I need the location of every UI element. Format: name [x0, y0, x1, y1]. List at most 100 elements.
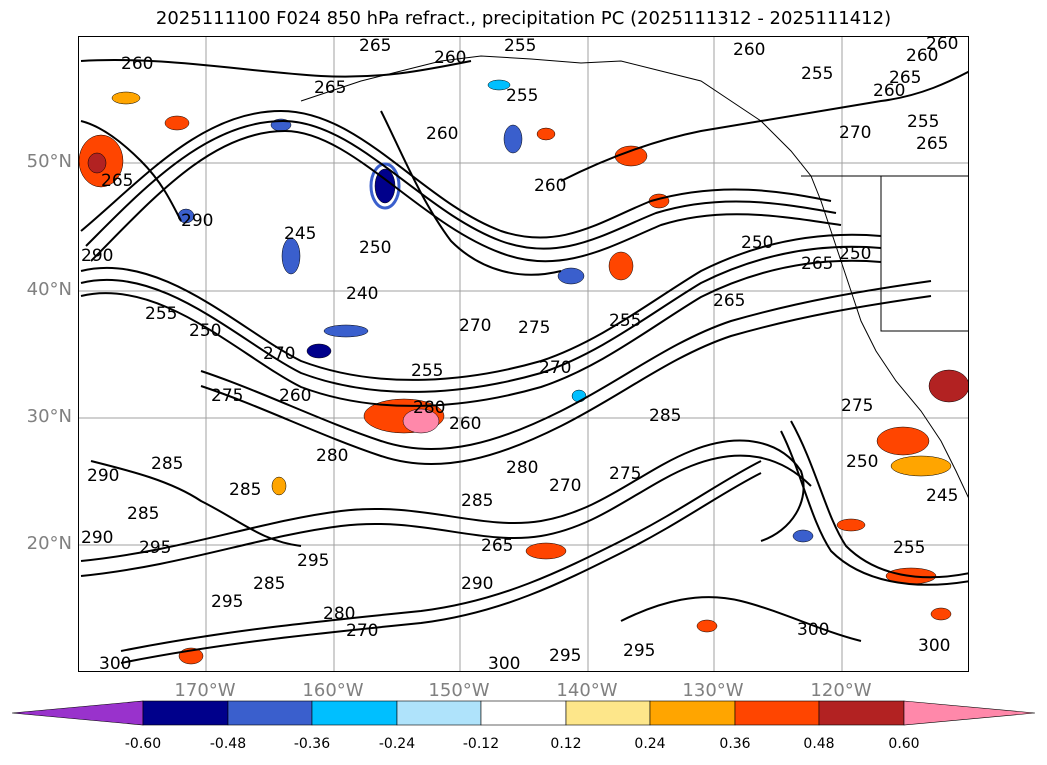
precip-patch — [928, 369, 968, 403]
contour-line — [90, 129, 842, 263]
precip-patch — [608, 251, 634, 281]
contour-label: 250 — [846, 452, 878, 472]
contour-line — [120, 472, 762, 664]
contour-label: 255 — [506, 86, 538, 106]
contour-label: 255 — [411, 361, 443, 381]
precip-patch — [323, 324, 369, 338]
contour-label: 265 — [314, 78, 346, 98]
gridlines — [79, 37, 968, 671]
contour-label: 240 — [346, 284, 378, 304]
precip-patch — [571, 389, 587, 403]
contour-label: 285 — [253, 574, 285, 594]
contour-label: 295 — [139, 538, 171, 558]
contour-label: 265 — [713, 291, 745, 311]
contour-line — [790, 420, 968, 579]
precip-patch — [87, 152, 107, 174]
colorbar-segment — [649, 700, 736, 726]
contour-label: 265 — [916, 134, 948, 154]
colorbar-segment — [311, 700, 398, 726]
contour-label: 255 — [907, 112, 939, 132]
precip-patch — [111, 91, 141, 105]
contour-label: 245 — [284, 224, 316, 244]
contour-label: 285 — [151, 454, 183, 474]
colorbar-segment — [818, 700, 905, 726]
colorbar-tick: 0.36 — [719, 736, 751, 752]
contour-label: 250 — [741, 233, 773, 253]
contour-label: 295 — [549, 646, 581, 666]
colorbar-segment — [396, 700, 482, 726]
map-title: 2025111100 F024 850 hPa refract., precip… — [155, 8, 892, 29]
lon-label-150w: 150°W — [428, 680, 490, 701]
na-west-coast — [820, 200, 968, 498]
precip-patch — [306, 343, 332, 359]
contour-line — [80, 439, 805, 562]
precip-patch — [890, 455, 952, 477]
lat-label-40n: 40°N — [26, 279, 72, 300]
precip-patch — [487, 79, 511, 91]
colorbar-segment — [565, 700, 651, 726]
contour-label: 260 — [279, 386, 311, 406]
precip-patch — [876, 426, 930, 456]
contour-line — [80, 120, 182, 222]
contour-label: 255 — [893, 538, 925, 558]
contour-label: 260 — [733, 40, 765, 60]
contour-label: 270 — [263, 344, 295, 364]
contour-label: 280 — [413, 398, 445, 418]
precip-patch — [930, 607, 952, 621]
contour-label: 250 — [839, 244, 871, 264]
contour-label: 250 — [359, 238, 391, 258]
contour-line — [85, 119, 837, 250]
contour-label: 285 — [649, 406, 681, 426]
precip-patches — [79, 79, 968, 665]
lat-label-30n: 30°N — [26, 406, 72, 427]
contour-label: 290 — [87, 466, 119, 486]
contour-line — [380, 110, 562, 276]
contour-line — [560, 70, 968, 182]
colorbar-segment — [227, 700, 313, 726]
colorbar-extend-max — [903, 700, 1036, 726]
precip-patch — [536, 127, 556, 141]
contour-label: 260 — [121, 54, 153, 74]
contour-label: 295 — [623, 641, 655, 661]
colorbar-tick: 0.12 — [550, 736, 582, 752]
contour-label: 275 — [211, 386, 243, 406]
contour-label: 255 — [145, 304, 177, 324]
lon-label-120w: 120°W — [810, 680, 872, 701]
contour-label: 275 — [518, 318, 550, 338]
contour-label: 265 — [481, 536, 513, 556]
contour-line — [80, 245, 882, 393]
contour-label: 260 — [873, 81, 905, 101]
lat-label-20n: 20°N — [26, 533, 72, 554]
contour-label: 280 — [323, 604, 355, 624]
contour-label: 245 — [926, 486, 958, 506]
contour-label: 275 — [841, 396, 873, 416]
colorbar — [11, 700, 1036, 726]
colorbar-tick: -0.48 — [209, 736, 247, 752]
contour-label: 295 — [211, 592, 243, 612]
contour-label: 300 — [488, 654, 520, 672]
map-canvas: 260 265 255 260 260 260 255 260 265 255 … — [79, 37, 968, 672]
colorbar-extend-min — [11, 700, 144, 726]
contour-label: 260 — [926, 37, 958, 54]
colorbar-segment — [142, 700, 229, 726]
contour-label: 300 — [99, 654, 131, 672]
precip-patch — [696, 619, 718, 633]
contour-line — [80, 259, 882, 407]
colorbar-segment — [480, 700, 567, 726]
contour-label: 285 — [229, 480, 261, 500]
precip-patch — [557, 267, 585, 285]
contour-label: 300 — [797, 620, 829, 640]
state-line — [880, 176, 968, 332]
contour-line — [120, 460, 762, 652]
lon-label-160w: 160°W — [302, 680, 364, 701]
contour-lines — [80, 59, 968, 664]
colorbar-tick: -0.60 — [124, 736, 162, 752]
contour-label: 270 — [549, 476, 581, 496]
precip-patch — [271, 476, 287, 496]
contour-label: 260 — [534, 176, 566, 196]
contour-line — [200, 295, 932, 466]
colorbar-tick: -0.36 — [293, 736, 331, 752]
lon-label-170w: 170°W — [174, 680, 236, 701]
lon-label-140w: 140°W — [556, 680, 618, 701]
contour-label: 260 — [434, 48, 466, 68]
